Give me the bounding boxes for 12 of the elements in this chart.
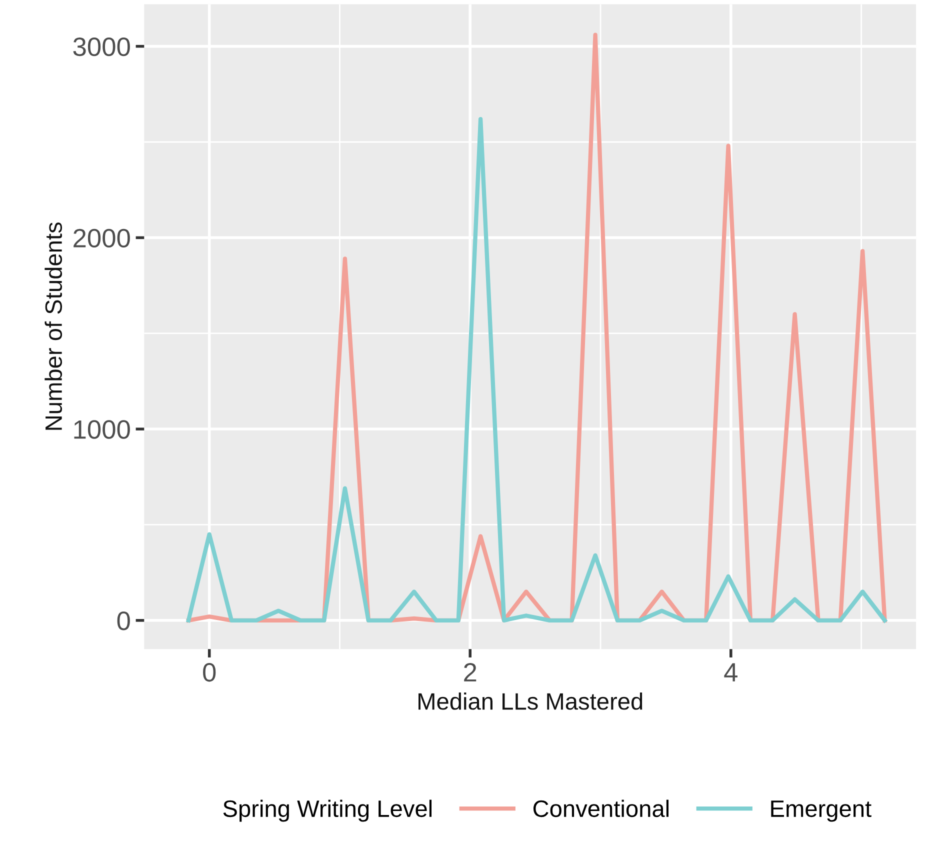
y-tick-label: 0 xyxy=(117,612,130,630)
y-tick-label: 2000 xyxy=(74,228,130,248)
x-tick-label: 4 xyxy=(724,663,738,682)
x-tick-label: 2 xyxy=(464,663,476,682)
y-axis-title: Number of Students xyxy=(44,222,62,430)
legend-label: Emergent xyxy=(771,800,872,822)
legend-label: Conventional xyxy=(533,800,669,818)
x-tick-label: 0 xyxy=(203,663,216,682)
x-axis-title: Median LLs Mastered xyxy=(418,692,642,710)
y-tick-label: 3000 xyxy=(73,37,130,56)
y-tick-label: 1000 xyxy=(74,420,130,439)
legend-title: Spring Writing Level xyxy=(223,800,432,822)
